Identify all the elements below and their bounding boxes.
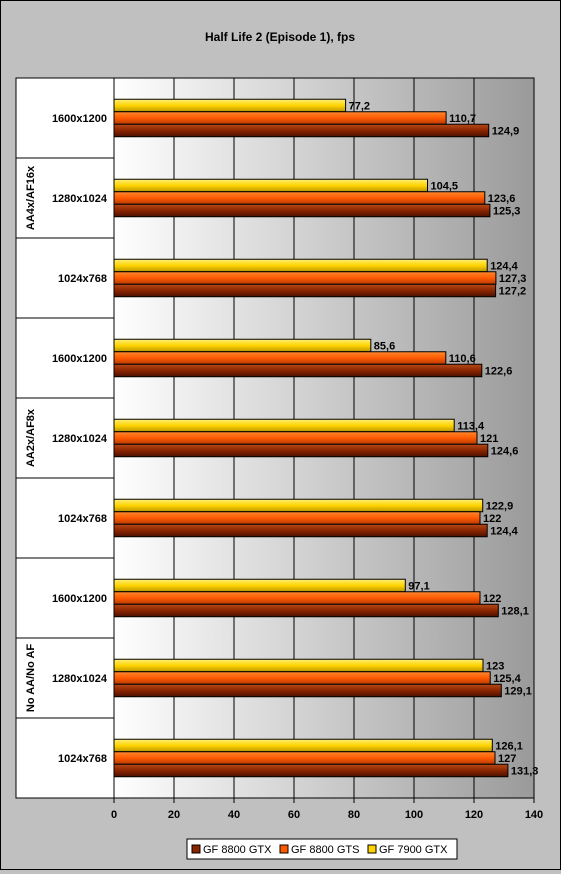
bar [113,418,455,433]
x-tick-label: 100 [405,809,423,821]
bar [113,191,486,205]
bar [113,671,491,685]
bar [113,338,372,353]
bar [113,578,406,593]
data-label: 122 [483,593,501,605]
bar [113,98,347,113]
data-label: 127,3 [499,273,527,285]
bar [113,271,497,285]
group-label: AA2x/AF8x [25,408,37,467]
data-label: 131,3 [511,765,539,777]
bar [113,431,478,445]
group-label: No AA/No AF [25,644,37,713]
bar [113,738,493,753]
data-label: 124,4 [490,260,518,272]
legend-swatch [191,844,201,854]
bar [113,591,481,605]
legend-swatch [279,844,289,854]
x-tick-label: 140 [525,809,543,821]
bar [113,111,447,125]
bar [113,123,490,138]
category-label: 1280x1024 [52,193,108,205]
data-label: 110,6 [449,353,476,365]
bar [113,443,489,458]
category-label: 1600x1200 [52,593,107,605]
data-label: 123 [486,660,504,672]
data-label: 128,1 [501,605,529,617]
data-label: 129,1 [504,685,532,697]
data-label: 123,6 [488,193,516,205]
data-label: 122 [483,513,501,525]
legend-entry: GF 8800 GTX [203,844,272,856]
bar [113,523,488,538]
bar [113,363,483,378]
x-tick-label: 80 [348,809,360,821]
bar [113,178,428,193]
data-label: 121 [480,433,498,445]
legend: GF 8800 GTX GF 8800 GTS GF 7900 GTX [186,838,458,860]
data-label: 124,9 [492,125,520,137]
bars [113,98,509,778]
legend-entry: GF 8800 GTS [291,844,359,856]
legend-entry: GF 7900 GTX [379,844,448,856]
x-tick-label: 0 [111,809,117,821]
bar [113,763,509,778]
bar [113,203,491,218]
category-label: 1280x1024 [52,673,108,685]
data-label: 126,1 [495,740,523,752]
category-label: 1024x768 [58,753,107,765]
bar [113,683,502,698]
group-label: AA4x/AF16x [25,165,37,230]
bar [113,751,496,765]
category-label: 1600x1200 [52,353,107,365]
bar [113,351,447,365]
label-panel [15,77,115,799]
x-tick-label: 60 [288,809,300,821]
bar [113,603,499,618]
chart-title: Half Life 2 (Episode 1), fps [205,30,355,44]
data-label: 127 [498,753,516,765]
legend-swatch [367,844,377,854]
bar [113,283,497,298]
data-label: 125,3 [493,205,521,217]
data-label: 77,2 [349,100,370,112]
x-tick-label: 120 [465,809,483,821]
data-label: 124,6 [491,445,519,457]
group-labels: AA4x/AF16x AA2x/AF8x No AA/No AF [25,165,37,712]
data-label: 85,6 [374,340,395,352]
data-label: 125,4 [493,673,521,685]
bar [113,658,484,673]
data-label: 97,1 [408,580,429,592]
category-label: 1024x768 [58,513,107,525]
category-label: 1024x768 [58,273,107,285]
data-label: 113,4 [457,420,485,432]
data-label: 122,6 [485,365,513,377]
category-label: 1600x1200 [52,113,107,125]
category-label: 1280x1024 [52,433,108,445]
legend-box [186,838,458,860]
x-tick-label: 40 [228,809,240,821]
value-labels: 77,2110,7124,9104,5123,6125,3124,4127,31… [349,100,539,777]
bar [113,498,484,513]
data-label: 127,2 [499,285,527,297]
bar [113,258,488,273]
data-label: 122,9 [486,500,514,512]
data-label: 104,5 [431,180,459,192]
data-label: 124,4 [490,525,518,537]
x-tick-label: 20 [168,809,180,821]
category-labels: 1600x1200 1280x1024 1024x768 1600x1200 1280x… [16,113,114,765]
x-axis-ticks: 0 20 40 60 80 100 120 140 [111,798,543,821]
bar [113,511,481,525]
data-label: 110,7 [449,113,476,125]
